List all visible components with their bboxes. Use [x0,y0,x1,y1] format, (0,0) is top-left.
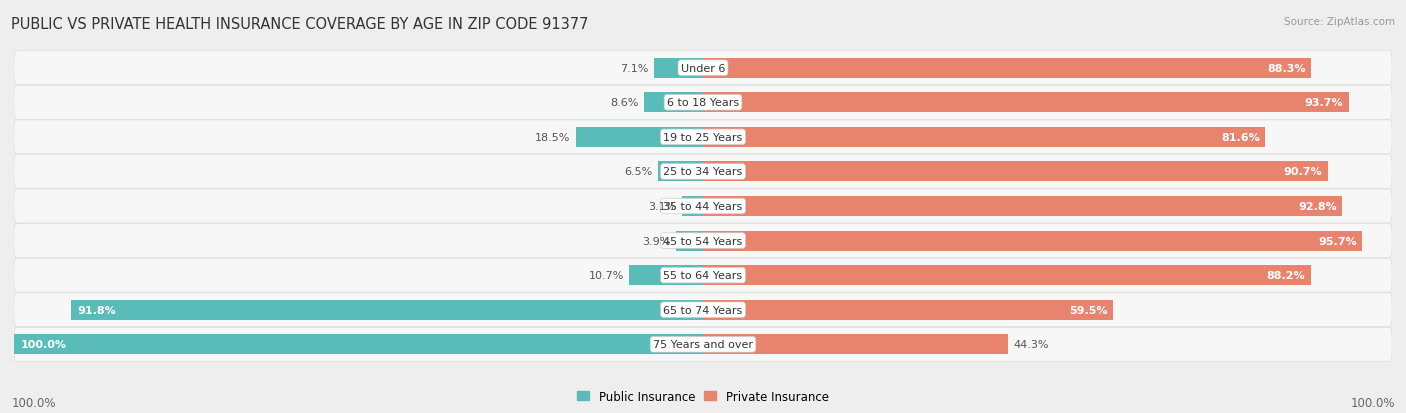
Bar [703,162,1327,182]
Bar [14,335,703,354]
Text: 6.5%: 6.5% [624,167,652,177]
Bar [703,197,1343,216]
Text: PUBLIC VS PRIVATE HEALTH INSURANCE COVERAGE BY AGE IN ZIP CODE 91377: PUBLIC VS PRIVATE HEALTH INSURANCE COVER… [11,17,589,31]
Text: 91.8%: 91.8% [77,305,117,315]
Text: 35 to 44 Years: 35 to 44 Years [664,202,742,211]
Text: 92.8%: 92.8% [1298,202,1337,211]
Text: 25 to 34 Years: 25 to 34 Years [664,167,742,177]
Text: Source: ZipAtlas.com: Source: ZipAtlas.com [1284,17,1395,26]
Text: 10.7%: 10.7% [588,271,624,280]
Bar [703,93,1348,113]
Text: Under 6: Under 6 [681,64,725,74]
Text: 59.5%: 59.5% [1069,305,1108,315]
Text: 95.7%: 95.7% [1319,236,1357,246]
FancyBboxPatch shape [14,52,1392,85]
Text: 100.0%: 100.0% [11,396,56,409]
Text: 18.5%: 18.5% [534,133,569,142]
Bar [70,300,703,320]
Bar [575,128,703,147]
FancyBboxPatch shape [14,259,1392,292]
Text: 45 to 54 Years: 45 to 54 Years [664,236,742,246]
FancyBboxPatch shape [14,86,1392,120]
Legend: Public Insurance, Private Insurance: Public Insurance, Private Insurance [572,385,834,408]
Text: 81.6%: 81.6% [1220,133,1260,142]
Bar [703,128,1265,147]
FancyBboxPatch shape [14,224,1392,258]
Text: 100.0%: 100.0% [21,339,67,349]
Bar [703,335,1008,354]
FancyBboxPatch shape [14,121,1392,154]
Text: 44.3%: 44.3% [1014,339,1049,349]
Text: 65 to 74 Years: 65 to 74 Years [664,305,742,315]
Text: 88.2%: 88.2% [1267,271,1305,280]
Text: 6 to 18 Years: 6 to 18 Years [666,98,740,108]
Bar [703,300,1114,320]
Text: 55 to 64 Years: 55 to 64 Years [664,271,742,280]
Bar [676,231,703,251]
Text: 8.6%: 8.6% [610,98,638,108]
Bar [654,59,703,78]
Text: 100.0%: 100.0% [1350,396,1395,409]
Bar [703,231,1362,251]
FancyBboxPatch shape [14,293,1392,327]
Text: 90.7%: 90.7% [1284,167,1323,177]
Text: 3.1%: 3.1% [648,202,676,211]
Text: 88.3%: 88.3% [1267,64,1306,74]
Bar [703,266,1310,285]
Text: 3.9%: 3.9% [643,236,671,246]
Bar [644,93,703,113]
Bar [703,59,1312,78]
Bar [682,197,703,216]
Text: 75 Years and over: 75 Years and over [652,339,754,349]
Bar [630,266,703,285]
FancyBboxPatch shape [14,155,1392,189]
Text: 19 to 25 Years: 19 to 25 Years [664,133,742,142]
Text: 93.7%: 93.7% [1305,98,1343,108]
Text: 7.1%: 7.1% [620,64,648,74]
FancyBboxPatch shape [14,328,1392,361]
Bar [658,162,703,182]
FancyBboxPatch shape [14,190,1392,223]
